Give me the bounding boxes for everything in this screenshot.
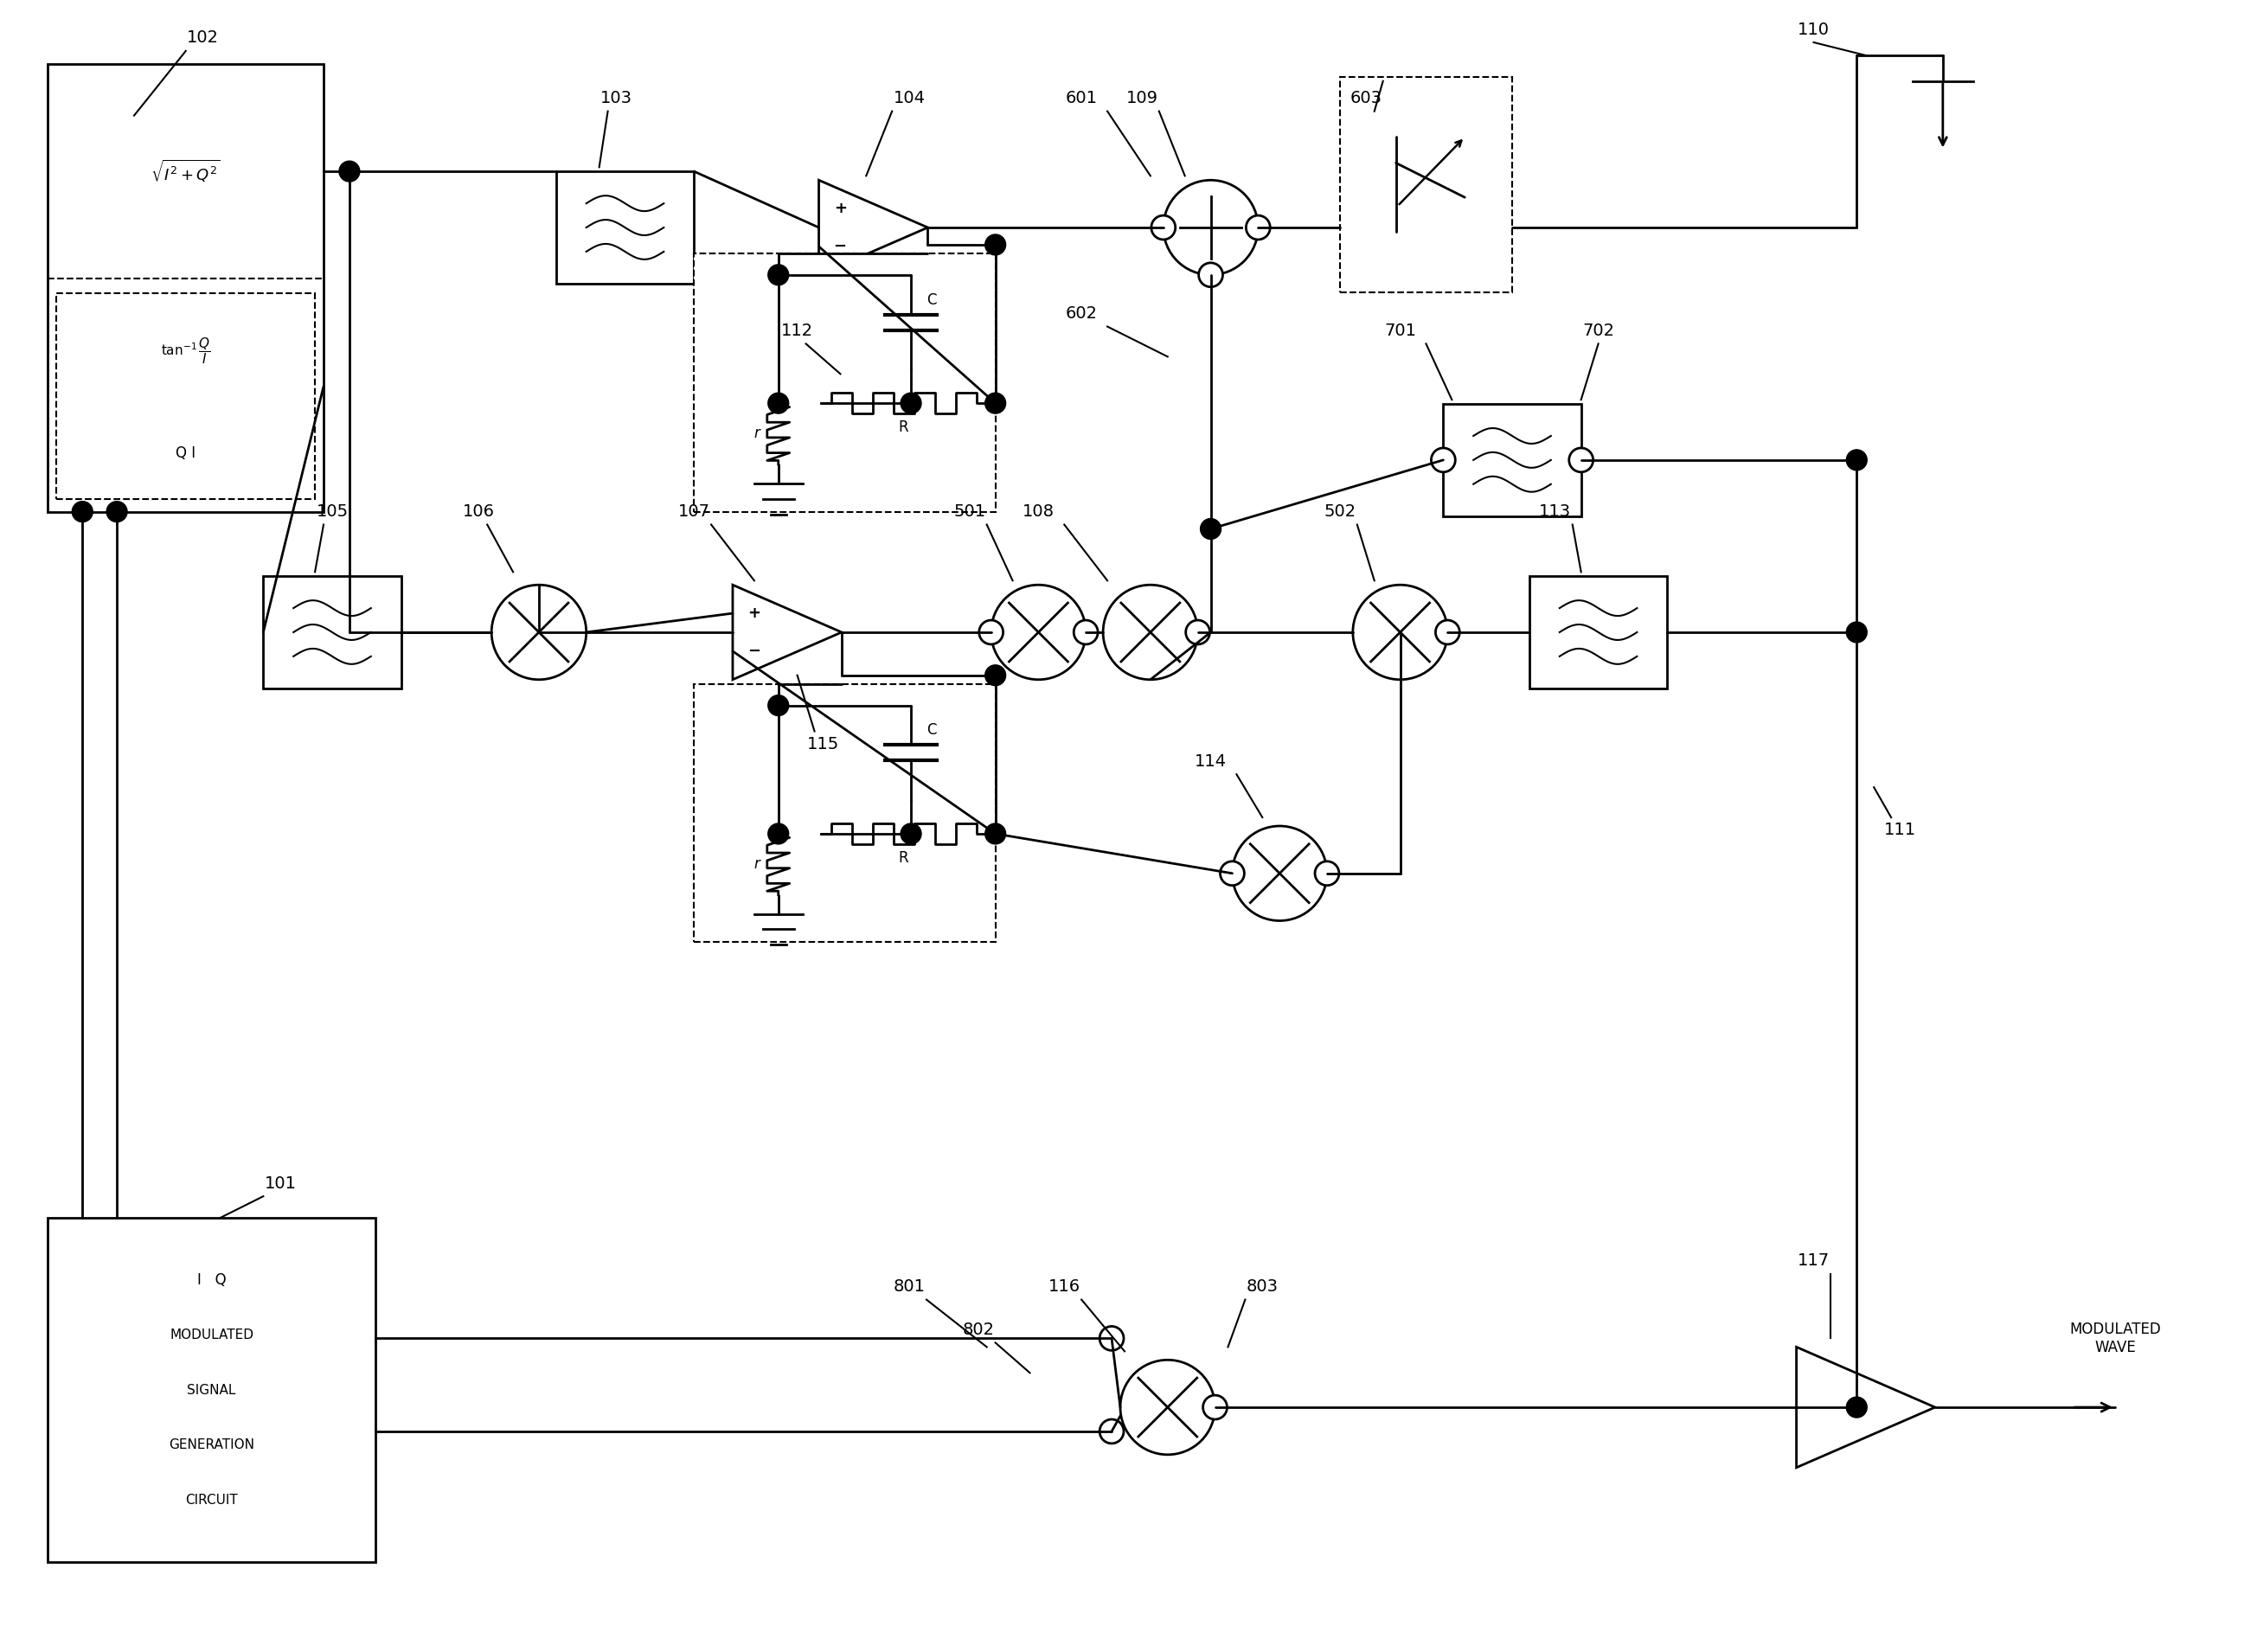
Bar [47,64,323,512]
Circle shape [339,160,359,182]
Text: 108: 108 [1023,504,1055,520]
Circle shape [491,585,586,679]
Text: r: r [754,856,758,872]
Text: 102: 102 [186,30,220,46]
Circle shape [1104,585,1198,679]
Circle shape [1185,620,1210,644]
Text: +: + [747,606,761,621]
Circle shape [767,393,788,413]
Text: −: − [833,238,846,254]
Text: 114: 114 [1194,753,1227,770]
Circle shape [1100,1327,1124,1350]
Text: 110: 110 [1797,21,1829,38]
Text: 112: 112 [781,322,812,339]
Circle shape [1432,448,1456,472]
Text: 117: 117 [1797,1252,1829,1269]
Bar [693,684,996,942]
Circle shape [978,620,1003,644]
Text: 502: 502 [1324,504,1355,520]
Polygon shape [1797,1346,1934,1467]
Text: MODULATED
WAVE: MODULATED WAVE [2069,1322,2161,1355]
Circle shape [985,235,1005,254]
Bar [557,172,693,284]
Circle shape [1198,263,1223,287]
Text: 802: 802 [963,1322,994,1338]
Text: SIGNAL: SIGNAL [186,1384,236,1396]
Text: 111: 111 [1883,823,1916,839]
Bar [56,292,314,499]
Circle shape [1232,826,1326,920]
Circle shape [1569,448,1593,472]
Circle shape [985,823,1005,844]
Text: −: − [747,643,761,659]
Circle shape [767,823,788,844]
Circle shape [767,695,788,715]
Circle shape [1075,620,1097,644]
Text: 115: 115 [808,737,839,752]
Text: R: R [898,851,909,866]
Text: 701: 701 [1385,322,1416,339]
Circle shape [1203,1396,1227,1419]
Text: CIRCUIT: CIRCUIT [186,1493,238,1507]
Circle shape [1315,861,1340,885]
Text: 801: 801 [893,1279,925,1295]
Circle shape [900,393,922,413]
Circle shape [985,666,1005,686]
Text: 107: 107 [678,504,709,520]
Text: 702: 702 [1582,322,1613,339]
Circle shape [1245,215,1270,240]
Circle shape [1151,215,1176,240]
Text: $\tan^{-1}\dfrac{Q}{I}$: $\tan^{-1}\dfrac{Q}{I}$ [162,335,211,365]
Text: R: R [898,420,909,434]
Circle shape [985,393,1005,413]
Bar [1443,405,1582,515]
Text: 104: 104 [893,91,925,106]
Text: 105: 105 [316,504,348,520]
Circle shape [1847,621,1867,643]
Bar [1530,577,1667,689]
Bar [1340,76,1512,292]
Text: C: C [927,722,936,738]
Circle shape [1100,1419,1124,1444]
Bar [47,1218,375,1563]
Text: I   Q: I Q [197,1272,227,1287]
Text: C: C [927,292,936,307]
Text: 603: 603 [1349,91,1382,106]
Circle shape [767,264,788,286]
Text: 602: 602 [1066,306,1097,322]
Text: GENERATION: GENERATION [168,1439,254,1452]
Circle shape [1162,180,1259,274]
Text: r: r [754,426,758,441]
Text: 803: 803 [1245,1279,1279,1295]
Circle shape [72,501,92,522]
Text: 103: 103 [601,91,633,106]
Text: 113: 113 [1539,504,1571,520]
Text: 109: 109 [1126,91,1158,106]
Text: 106: 106 [462,504,494,520]
Text: 501: 501 [954,504,985,520]
Text: 601: 601 [1066,91,1097,106]
Polygon shape [734,585,842,679]
Circle shape [1221,861,1245,885]
Bar [693,253,996,512]
Text: $\sqrt{I^2+Q^2}$: $\sqrt{I^2+Q^2}$ [150,159,220,185]
Circle shape [105,501,128,522]
Circle shape [1847,449,1867,471]
Circle shape [1436,620,1459,644]
Circle shape [992,585,1086,679]
Text: +: + [835,202,846,216]
Circle shape [1847,1398,1867,1417]
Circle shape [900,823,922,844]
Text: 116: 116 [1048,1279,1079,1295]
Circle shape [1201,519,1221,539]
Text: MODULATED: MODULATED [171,1328,254,1341]
Text: 101: 101 [265,1175,296,1191]
Bar [263,577,402,689]
Text: Q I: Q I [175,446,195,461]
Circle shape [1353,585,1447,679]
Circle shape [1120,1360,1214,1455]
Polygon shape [819,180,927,274]
